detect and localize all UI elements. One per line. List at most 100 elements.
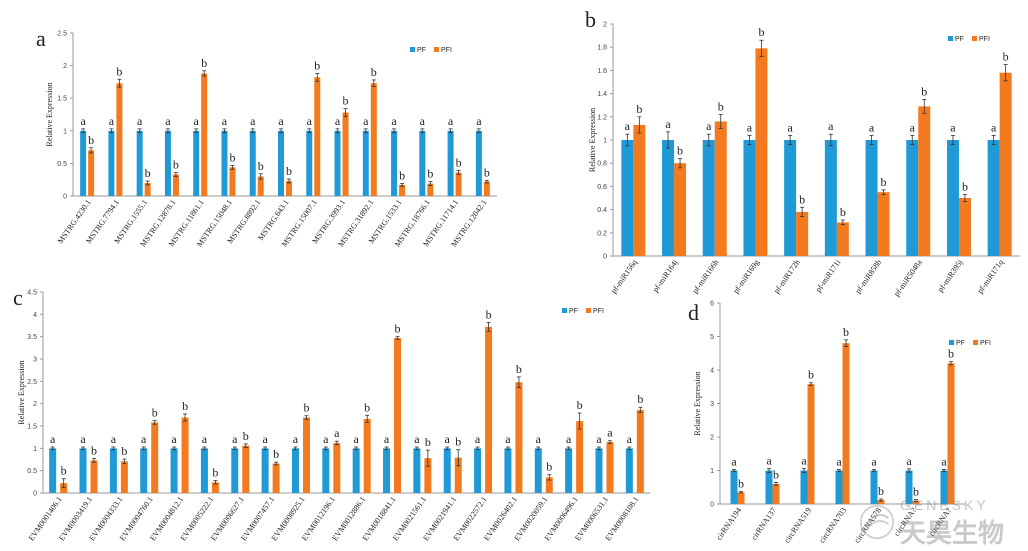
significance-letter: a	[335, 114, 341, 128]
y-tick-label: 3.5	[27, 334, 37, 341]
bar-pf	[261, 448, 269, 493]
bar-pfi	[120, 461, 128, 493]
legend-label: PFI	[593, 308, 604, 315]
significance-letter: a	[141, 432, 147, 446]
bar-pfi	[229, 167, 236, 196]
x-tick-label: pf-miR858b	[853, 258, 883, 295]
y-tick-label: 0	[33, 491, 37, 498]
bar-pf	[824, 140, 837, 256]
bar-pf	[865, 140, 878, 256]
significance-letter: a	[165, 114, 171, 128]
significance-letter: b	[636, 102, 642, 116]
significance-letter: a	[334, 426, 340, 440]
significance-letter: b	[273, 447, 279, 461]
legend: PF PFI	[949, 340, 991, 347]
watermark: GENESKY 天昊生物	[830, 497, 1020, 549]
significance-letter: a	[137, 114, 143, 128]
bar-pfi	[576, 421, 584, 493]
x-tick-label: pf-miR171q	[975, 258, 1005, 295]
bar-pf	[765, 470, 773, 504]
bar-pf	[784, 140, 797, 256]
x-tick-label: pf-miR156q	[609, 258, 639, 295]
bar-pfi	[636, 409, 644, 493]
legend-label: PF	[955, 36, 964, 43]
legend: PF PFI	[562, 308, 604, 315]
y-tick-label: 0	[63, 194, 67, 201]
y-tick-label: 5	[710, 334, 714, 341]
y-tick-label: 2	[63, 63, 67, 70]
bar-pfi	[242, 445, 250, 493]
y-tick-label: 3	[710, 401, 714, 408]
significance-letter: b	[484, 165, 490, 179]
bar-pfi	[842, 343, 850, 504]
significance-letter: b	[758, 25, 764, 39]
significance-letter: a	[766, 453, 772, 467]
significance-letter: a	[747, 120, 753, 134]
bar-pf	[291, 448, 299, 493]
y-tick-label: 2	[710, 435, 714, 442]
y-tick-label: 2.5	[27, 379, 37, 386]
significance-letter: b	[229, 150, 235, 164]
bar-pf	[362, 130, 369, 196]
significance-letter: a	[194, 114, 200, 128]
y-tick-label: 1	[63, 128, 67, 135]
significance-letter: b	[243, 429, 249, 443]
x-tick-label: cirRNA194	[714, 506, 743, 542]
y-tick-label: 0.5	[57, 161, 67, 168]
significance-letter: a	[731, 454, 737, 468]
y-tick-label: 0	[603, 254, 607, 261]
bar-pf	[136, 130, 143, 196]
significance-letter: a	[414, 432, 420, 446]
significance-letter: b	[516, 362, 522, 376]
significance-letter: a	[596, 432, 602, 446]
bar-pf	[383, 448, 391, 493]
significance-letter: b	[962, 180, 968, 194]
bar-pfi	[947, 363, 955, 504]
x-tick-label: pf-miR5048a	[892, 258, 924, 298]
bar-pf	[193, 130, 200, 196]
bar-pf	[443, 448, 451, 493]
y-tick-label: 1	[710, 468, 714, 475]
significance-letter: b	[921, 84, 927, 98]
bar-pfi	[257, 176, 264, 196]
significance-letter: a	[323, 432, 329, 446]
significance-letter: b	[486, 307, 492, 321]
bar-pfi	[485, 326, 493, 493]
y-tick-label: 6	[710, 301, 714, 308]
x-tick-label: pf-miR172h	[772, 258, 802, 295]
bar-pf	[702, 140, 715, 256]
y-tick-label: 3	[33, 357, 37, 364]
significance-letter: b	[121, 444, 127, 458]
bar-pf	[391, 130, 398, 196]
x-tick-label: EVM0008108.1	[603, 495, 640, 543]
legend-label: PF	[956, 340, 965, 347]
bar-pf	[504, 448, 512, 493]
y-axis-title: Relative Expression	[693, 371, 702, 435]
significance-letter: b	[738, 477, 744, 491]
legend: PF PFI	[948, 36, 990, 43]
bar-pfi	[606, 442, 614, 493]
significance-letter: b	[173, 158, 179, 172]
significance-letter: b	[455, 435, 461, 449]
significance-letter: a	[787, 120, 793, 134]
bar-pf	[140, 448, 148, 493]
watermark-brand-latin: GENESKY	[900, 497, 989, 513]
significance-letter: b	[286, 164, 292, 178]
significance-letter: a	[420, 114, 426, 128]
significance-letter: a	[627, 432, 633, 446]
y-axis-title: Relative Expression	[45, 82, 54, 146]
bar-pfi	[394, 338, 402, 493]
y-tick-label: 0	[710, 502, 714, 509]
significance-letter: a	[80, 432, 86, 446]
y-tick-label: 1.5	[57, 96, 67, 103]
bar-pfi	[877, 192, 890, 256]
significance-letter: a	[566, 432, 572, 446]
bar-pf	[662, 140, 675, 256]
significance-letter: a	[836, 454, 842, 468]
significance-letter: a	[869, 120, 875, 134]
bar-pfi	[151, 422, 159, 493]
y-tick-label: 0.5	[27, 468, 37, 475]
significance-letter: a	[307, 114, 313, 128]
significance-letter: b	[201, 56, 207, 70]
